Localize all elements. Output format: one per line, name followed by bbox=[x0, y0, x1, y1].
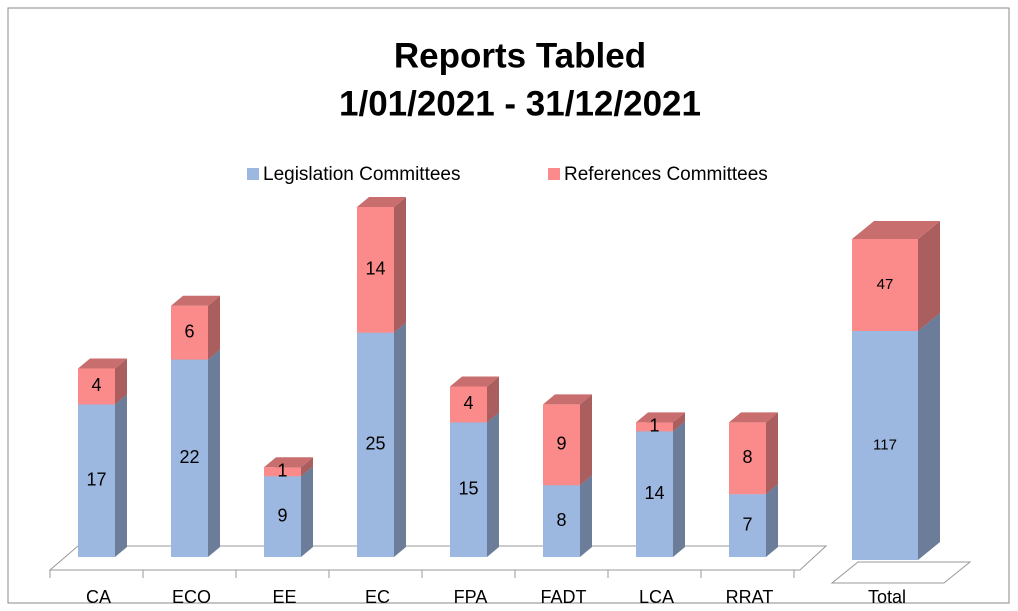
bar-front bbox=[357, 332, 394, 557]
value-label: 14 bbox=[644, 483, 664, 503]
value-label: 117 bbox=[873, 436, 897, 453]
bar-front bbox=[78, 368, 115, 405]
value-label: 8 bbox=[556, 510, 566, 530]
legend-label: References Committees bbox=[564, 164, 768, 185]
x-tick-label: Total bbox=[868, 587, 906, 607]
bar-front bbox=[171, 359, 208, 557]
value-label: 1 bbox=[649, 416, 659, 436]
x-tick-label: EC bbox=[365, 587, 390, 607]
bar-front bbox=[78, 404, 115, 557]
bar-side bbox=[115, 358, 127, 405]
bar-side bbox=[673, 421, 685, 557]
bar-front bbox=[450, 386, 487, 423]
value-label: 9 bbox=[556, 434, 566, 454]
value-label: 7 bbox=[742, 514, 752, 534]
chart-subtitle: 1/01/2021 - 31/12/2021 bbox=[339, 84, 701, 123]
value-label: 14 bbox=[365, 259, 385, 279]
bar-side bbox=[918, 221, 940, 331]
value-label: 8 bbox=[742, 447, 752, 467]
bar-front bbox=[357, 207, 394, 333]
bar-top bbox=[450, 376, 499, 387]
bar-front bbox=[543, 404, 580, 486]
bar-front bbox=[852, 239, 918, 331]
value-label: 25 bbox=[365, 434, 385, 454]
x-tick-label: FADT bbox=[540, 587, 586, 607]
bar-top bbox=[729, 412, 778, 423]
x-tick-label: CA bbox=[86, 587, 111, 607]
bar-side bbox=[487, 412, 499, 557]
bar-top bbox=[357, 197, 406, 207]
bar-side bbox=[487, 376, 499, 423]
bar-front bbox=[264, 476, 301, 557]
legend-swatch bbox=[548, 168, 560, 180]
bar-side bbox=[115, 394, 127, 557]
value-label: 6 bbox=[184, 321, 194, 341]
bar-front bbox=[636, 431, 673, 557]
chart-title: Reports Tabled bbox=[394, 36, 646, 75]
value-label: 4 bbox=[91, 375, 101, 395]
bar-top bbox=[543, 394, 592, 405]
bar-front bbox=[171, 305, 208, 360]
bar-top bbox=[171, 295, 220, 306]
x-tick-label: LCA bbox=[639, 587, 674, 607]
value-label: 4 bbox=[463, 393, 473, 413]
bar-top bbox=[636, 412, 685, 423]
bar-side bbox=[301, 457, 313, 477]
x-tick-label: EE bbox=[272, 587, 296, 607]
bar-side bbox=[394, 197, 406, 333]
bar-front bbox=[636, 422, 673, 432]
x-tick-label: FPA bbox=[454, 587, 488, 607]
bar-side bbox=[208, 349, 220, 557]
bar-top bbox=[78, 358, 127, 369]
x-tick-label: RRAT bbox=[726, 587, 774, 607]
value-label: 1 bbox=[277, 460, 287, 480]
bar-side bbox=[766, 412, 778, 495]
bar-front bbox=[729, 494, 766, 557]
legend-swatch bbox=[247, 168, 259, 180]
bar-front bbox=[543, 485, 580, 557]
value-label: 47 bbox=[877, 276, 894, 293]
floor bbox=[830, 561, 972, 584]
legend-label: Legislation Committees bbox=[263, 164, 460, 185]
bar-front bbox=[852, 330, 918, 560]
value-label: 15 bbox=[458, 478, 478, 498]
bar-front bbox=[264, 467, 301, 477]
bar-top bbox=[264, 457, 313, 468]
bar-side bbox=[766, 484, 778, 557]
bar-side bbox=[580, 475, 592, 557]
value-label: 22 bbox=[179, 447, 199, 467]
bar-side bbox=[580, 394, 592, 486]
bar-front bbox=[450, 422, 487, 557]
bar-side bbox=[394, 322, 406, 557]
x-tick-label: ECO bbox=[172, 587, 211, 607]
floor bbox=[48, 545, 828, 571]
bar-side bbox=[301, 466, 313, 557]
bar-top bbox=[852, 221, 940, 239]
bar-side bbox=[208, 295, 220, 360]
value-label: 9 bbox=[277, 505, 287, 525]
bar-side bbox=[673, 412, 685, 432]
bar-front bbox=[729, 422, 766, 495]
bar-side bbox=[918, 312, 940, 560]
value-label: 17 bbox=[86, 469, 106, 489]
